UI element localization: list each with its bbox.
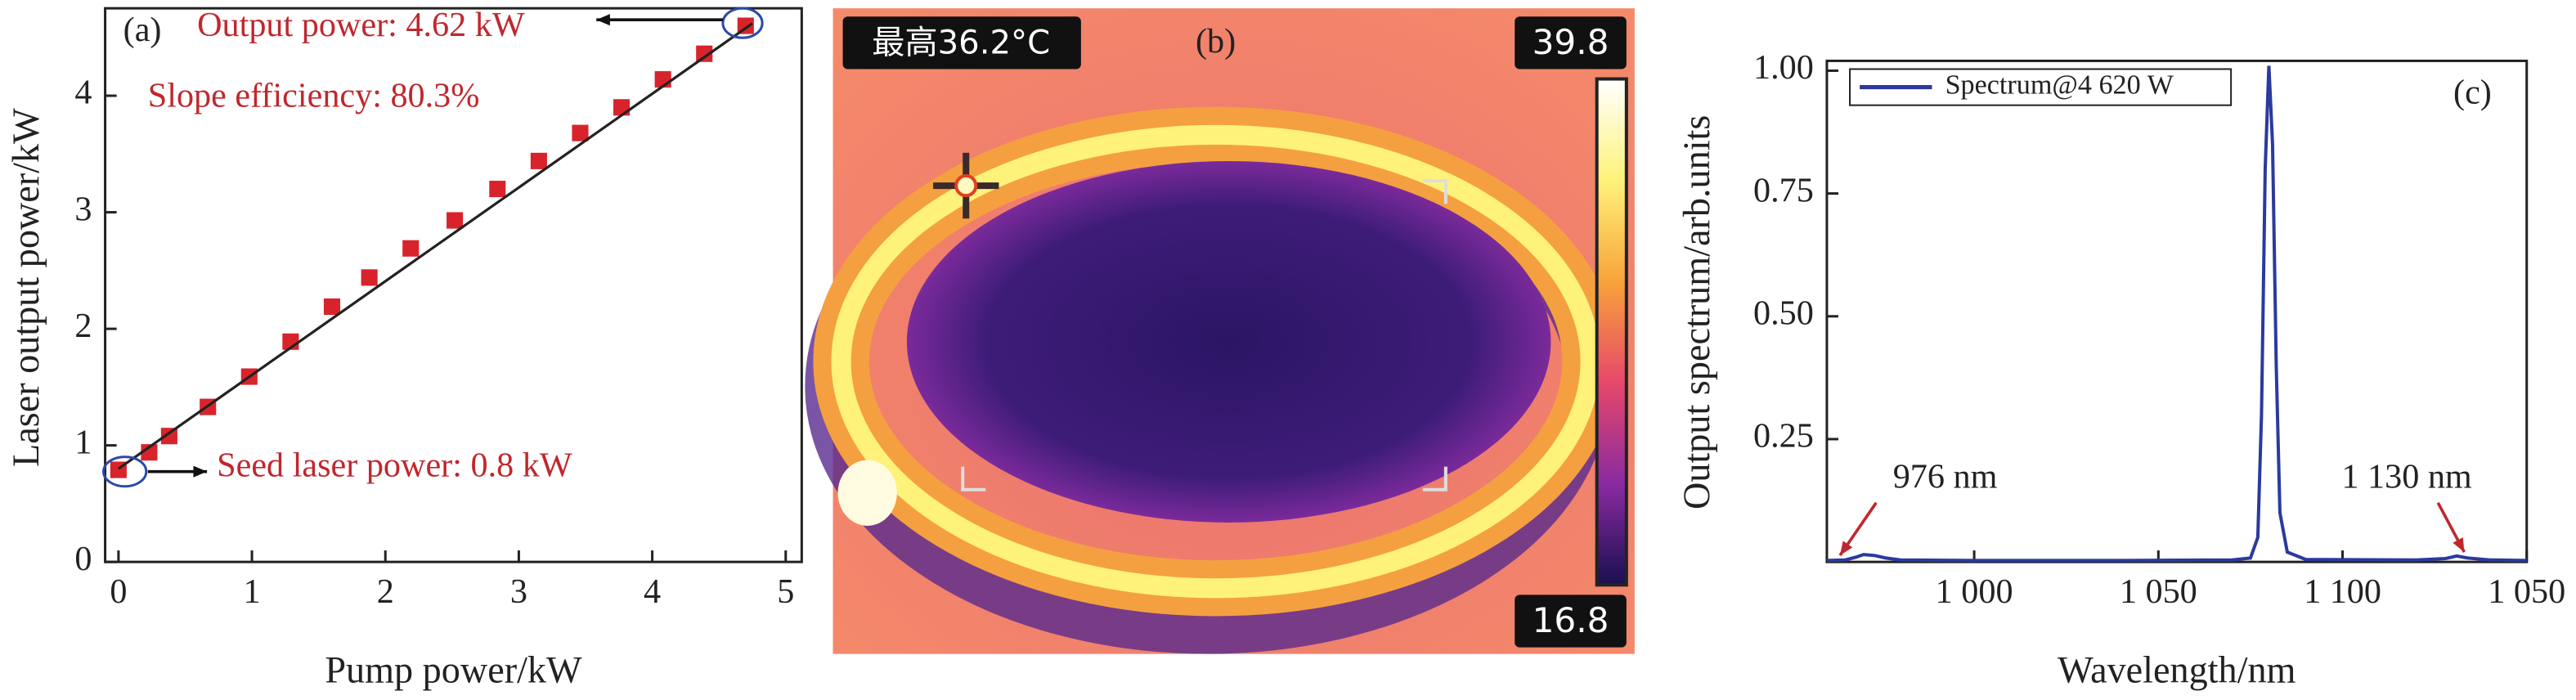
y-tick-label: 0.50 bbox=[1753, 294, 1814, 332]
focus-brackets bbox=[961, 179, 1447, 491]
y-tick-label: 0.75 bbox=[1753, 171, 1814, 209]
annotation: Seed laser power: 0.8 kW bbox=[217, 446, 572, 484]
data-point bbox=[613, 99, 631, 116]
crosshair-center bbox=[954, 174, 978, 198]
highlight-circle bbox=[721, 7, 764, 39]
highlight-circle bbox=[102, 455, 148, 488]
y-tick-label: 0.25 bbox=[1753, 417, 1814, 455]
y-tick-label: 0 bbox=[74, 540, 92, 578]
annotation: 976 nm bbox=[1893, 457, 1998, 496]
data-point bbox=[402, 240, 420, 257]
y-axis-label: Laser output power/kW bbox=[5, 108, 47, 467]
arrow-head bbox=[1840, 541, 1853, 556]
data-point bbox=[572, 124, 589, 141]
x-tick-label: 1 000 bbox=[1936, 572, 2013, 611]
y-tick-label: 1.00 bbox=[1753, 48, 1814, 87]
fit-line bbox=[117, 22, 753, 470]
x-tick-label: 1 050 bbox=[2488, 572, 2565, 611]
x-tick-label: 1 100 bbox=[2304, 572, 2381, 611]
x-tick-label: 1 050 bbox=[2120, 572, 2197, 611]
data-point bbox=[323, 298, 341, 316]
y-tick-label: 3 bbox=[74, 190, 92, 228]
x-tick-label: 1 bbox=[244, 572, 261, 611]
legend-label: Spectrum@4 620 W bbox=[1945, 70, 2174, 100]
data-point bbox=[160, 428, 177, 445]
annotation: 1 130 nm bbox=[2341, 457, 2472, 496]
x-tick-label: 3 bbox=[510, 572, 527, 611]
y-tick-label: 1 bbox=[74, 423, 92, 461]
annotation: Output power: 4.62 kW bbox=[197, 6, 525, 44]
label-box bbox=[842, 16, 1081, 70]
label-box bbox=[1515, 595, 1627, 648]
x-axis-label: Pump power/kW bbox=[325, 648, 582, 690]
panel-label: (b) bbox=[1196, 22, 1236, 61]
x-tick-label: 5 bbox=[777, 572, 794, 611]
annotation: Slope efficiency: 80.3% bbox=[148, 76, 480, 114]
x-tick-label: 2 bbox=[377, 572, 394, 611]
hot-ring bbox=[831, 124, 1600, 599]
plot-frame bbox=[1825, 59, 2529, 563]
thermal-image: 最高36.2°C (b) 39.8 16.8 bbox=[805, 8, 1635, 654]
x-axis-label: Wavelength/nm bbox=[2058, 648, 2296, 690]
x-tick-label: 0 bbox=[110, 572, 127, 611]
max-temperature: 最高36.2°C bbox=[872, 24, 1050, 61]
label-box bbox=[1515, 16, 1627, 70]
annotation: (a) bbox=[123, 11, 162, 49]
y-axis-label: Output spectrum/arb.units bbox=[1676, 115, 1717, 509]
cold-core bbox=[906, 160, 1551, 523]
arrow-head bbox=[2453, 537, 2465, 553]
data-point bbox=[696, 45, 713, 62]
y-tick-label: 4 bbox=[74, 74, 92, 112]
spectrum-line bbox=[1826, 65, 2527, 563]
y-tick-label: 2 bbox=[74, 307, 92, 345]
scale-max: 39.8 bbox=[1533, 22, 1609, 62]
plot-frame bbox=[104, 7, 803, 563]
data-point bbox=[489, 181, 506, 198]
arrow-head bbox=[193, 465, 208, 478]
color-bar bbox=[1595, 77, 1628, 587]
arrow-head bbox=[596, 14, 610, 26]
annotation: (c) bbox=[2453, 73, 2492, 111]
scale-min: 16.8 bbox=[1533, 600, 1609, 640]
data-point bbox=[530, 152, 547, 169]
data-point bbox=[361, 269, 378, 286]
hot-spot bbox=[837, 460, 897, 526]
data-point bbox=[447, 212, 464, 229]
data-point bbox=[141, 444, 158, 461]
x-tick-label: 4 bbox=[644, 572, 661, 611]
